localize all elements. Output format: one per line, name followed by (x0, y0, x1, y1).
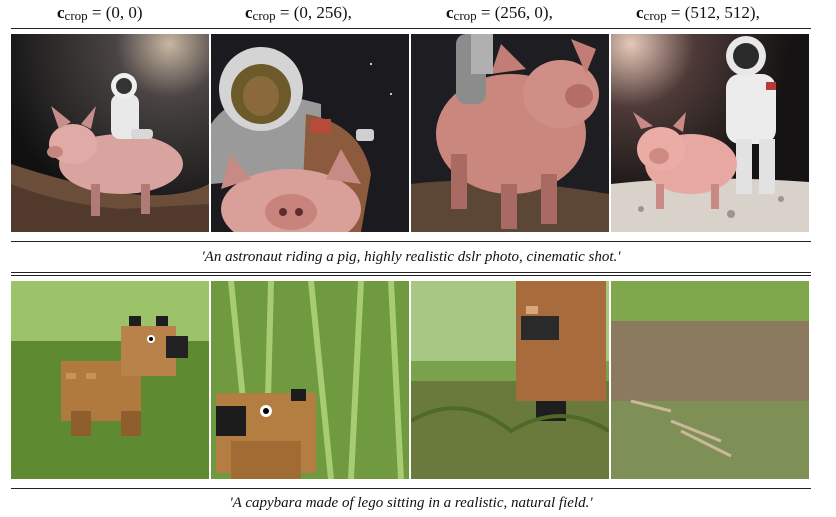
row2-caption: 'A capybara made of lego sitting in a re… (229, 495, 593, 511)
astronaut-pig-image-4 (611, 34, 809, 232)
column-header-4: ccrop = (512, 512), (636, 3, 760, 23)
astronaut-pig-image-3 (411, 34, 609, 232)
column-header-2: ccrop = (0, 256), (245, 3, 352, 23)
row1-caption-top-rule (11, 241, 811, 242)
header-rule (11, 28, 811, 29)
astronaut-pig-image-1 (11, 34, 209, 232)
column-header-1: ccrop = (0, 0) (57, 3, 143, 23)
row-separator-rule (11, 272, 811, 273)
column-header-3: ccrop = (256, 0), (446, 3, 553, 23)
lego-capybara-image-1 (11, 281, 209, 479)
astronaut-pig-image-2 (211, 34, 409, 232)
row1-caption: 'An astronaut riding a pig, highly reali… (201, 249, 621, 265)
row-separator-rule-2 (11, 275, 811, 276)
lego-capybara-image-2 (211, 281, 409, 479)
lego-capybara-image-3 (411, 281, 609, 479)
row2-caption-top-rule (11, 488, 811, 489)
lego-capybara-image-4 (611, 281, 809, 479)
